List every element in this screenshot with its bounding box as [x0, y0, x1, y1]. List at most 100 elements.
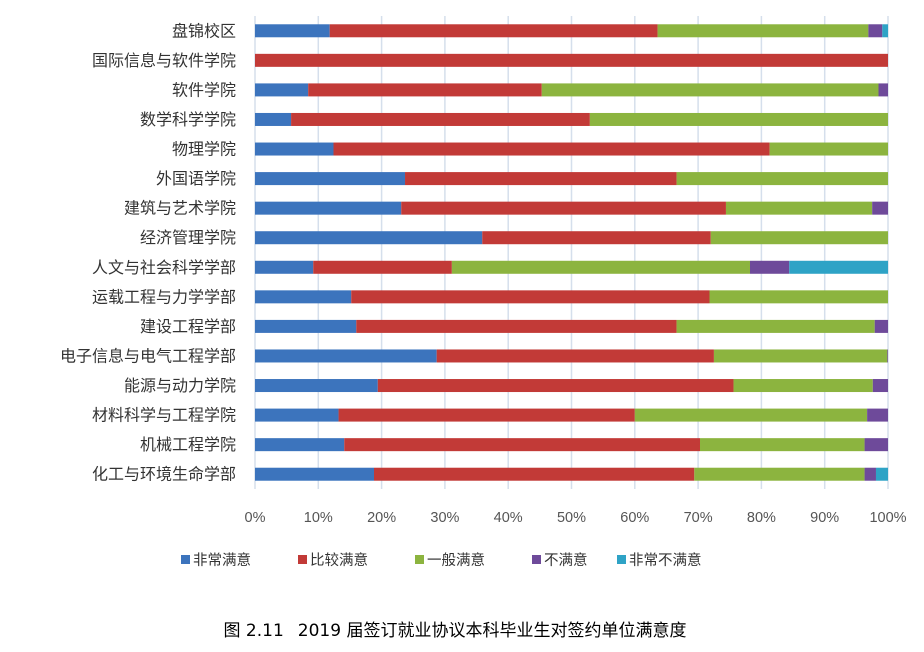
- bar-segment: [589, 112, 888, 126]
- bar-segment: [255, 349, 437, 363]
- bar-segment: [482, 231, 711, 245]
- category-label: 物理学院: [172, 140, 236, 159]
- category-label: 盘锦校区: [172, 21, 236, 40]
- bar-segment: [329, 24, 658, 38]
- bar-segment: [713, 349, 888, 363]
- x-tick-label: 100%: [869, 510, 906, 526]
- category-label: 建筑与艺术学院: [124, 199, 236, 218]
- x-tick-label: 60%: [620, 510, 649, 526]
- category-label: 经济管理学院: [140, 228, 236, 247]
- bar-segment: [882, 24, 888, 38]
- x-tick-label: 70%: [684, 510, 713, 526]
- bar-segment: [255, 142, 334, 156]
- bar-segment: [725, 201, 873, 215]
- figure-caption: 图 2.11 2019 届签订就业协议本科毕业生对签约单位满意度: [0, 616, 924, 641]
- bar-segment: [255, 53, 888, 67]
- x-tick-label: 10%: [304, 510, 333, 526]
- category-label: 电子信息与电气工程学部: [60, 346, 236, 365]
- bar-segment: [872, 201, 888, 215]
- bar-segment: [255, 319, 357, 333]
- bar-segment: [291, 112, 590, 126]
- bar-segment: [874, 319, 888, 333]
- bar-segment: [356, 319, 677, 333]
- bar-segment: [676, 172, 888, 186]
- legend-swatch: [298, 555, 307, 564]
- bar-segment: [541, 83, 879, 97]
- category-label: 建设工程学部: [140, 317, 236, 336]
- bar-segment: [657, 24, 869, 38]
- x-tick-label: 40%: [494, 510, 523, 526]
- category-label: 软件学院: [172, 80, 236, 99]
- x-tick-label: 80%: [747, 510, 776, 526]
- x-tick-label: 0%: [245, 510, 266, 526]
- bar-segment: [872, 379, 888, 393]
- bar-segment: [313, 260, 452, 274]
- bar-segment: [255, 201, 402, 215]
- category-label: 化工与环境生命学部: [92, 465, 236, 484]
- bar-segment: [864, 438, 888, 452]
- bar-segment: [875, 467, 888, 481]
- bar-segment: [405, 172, 677, 186]
- legend-swatch: [181, 555, 190, 564]
- bar-segment: [351, 290, 710, 304]
- legend-swatch: [532, 555, 541, 564]
- legend-label: 不满意: [544, 551, 588, 569]
- bar-segment: [338, 408, 635, 422]
- bar-segment: [710, 231, 888, 245]
- bar-segment: [878, 83, 888, 97]
- bar-segment: [733, 379, 873, 393]
- bar-segment: [255, 467, 375, 481]
- bar-segment: [255, 290, 352, 304]
- caption-text: 2019 届签订就业协议本科毕业生对签约单位满意度: [297, 621, 687, 641]
- bar-segment: [750, 260, 790, 274]
- bar-segment: [255, 83, 309, 97]
- bar-segment: [255, 231, 483, 245]
- bar-segment: [255, 408, 339, 422]
- category-label: 数学科学学院: [140, 110, 236, 129]
- bar-segment: [401, 201, 726, 215]
- bar-segment: [436, 349, 714, 363]
- legend-label: 非常满意: [193, 551, 251, 569]
- category-label: 国际信息与软件学院: [92, 51, 236, 70]
- legend-label: 非常不满意: [629, 551, 702, 569]
- bar-segment: [676, 319, 875, 333]
- bar-segment: [887, 349, 888, 363]
- bar-segment: [789, 260, 888, 274]
- bar-segment: [694, 467, 865, 481]
- bar-segment: [864, 467, 876, 481]
- bar-segment: [344, 438, 700, 452]
- category-label: 能源与动力学院: [124, 376, 236, 395]
- bar-segment: [255, 24, 330, 38]
- legend-swatch: [415, 555, 424, 564]
- bar-segment: [451, 260, 751, 274]
- legend-label: 一般满意: [427, 551, 485, 569]
- stacked-bar-chart: 0% 10% 20% 30% 40% 50% 60% 70% 80% 90% 100% 盘锦校区国际信…: [60, 16, 907, 569]
- bar-segment: [868, 24, 883, 38]
- x-tick-label: 30%: [430, 510, 459, 526]
- legend-swatch: [617, 555, 626, 564]
- bar-segment: [255, 260, 314, 274]
- caption-label: 图 2.11: [223, 621, 284, 641]
- bar-segment: [255, 379, 378, 393]
- category-label: 运载工程与力学学部: [92, 287, 236, 306]
- bar-segment: [769, 142, 888, 156]
- category-label: 材料科学与工程学院: [92, 406, 236, 425]
- bar-segment: [308, 83, 542, 97]
- bar-segment: [377, 379, 734, 393]
- bar-segment: [709, 290, 888, 304]
- x-tick-label: 50%: [557, 510, 586, 526]
- category-label: 人文与社会科学学部: [92, 258, 236, 277]
- category-label: 机械工程学院: [140, 435, 236, 454]
- bar-segment: [699, 438, 865, 452]
- x-tick-label: 90%: [810, 510, 839, 526]
- bar-segment: [333, 142, 770, 156]
- legend-label: 比较满意: [310, 551, 368, 569]
- bar-segment: [867, 408, 888, 422]
- bar-segment: [374, 467, 695, 481]
- x-tick-label: 20%: [367, 510, 396, 526]
- bar-segment: [255, 438, 345, 452]
- bar-segment: [634, 408, 868, 422]
- bar-segment: [255, 172, 406, 186]
- bar-segment: [255, 112, 292, 126]
- category-label: 外国语学院: [156, 169, 236, 188]
